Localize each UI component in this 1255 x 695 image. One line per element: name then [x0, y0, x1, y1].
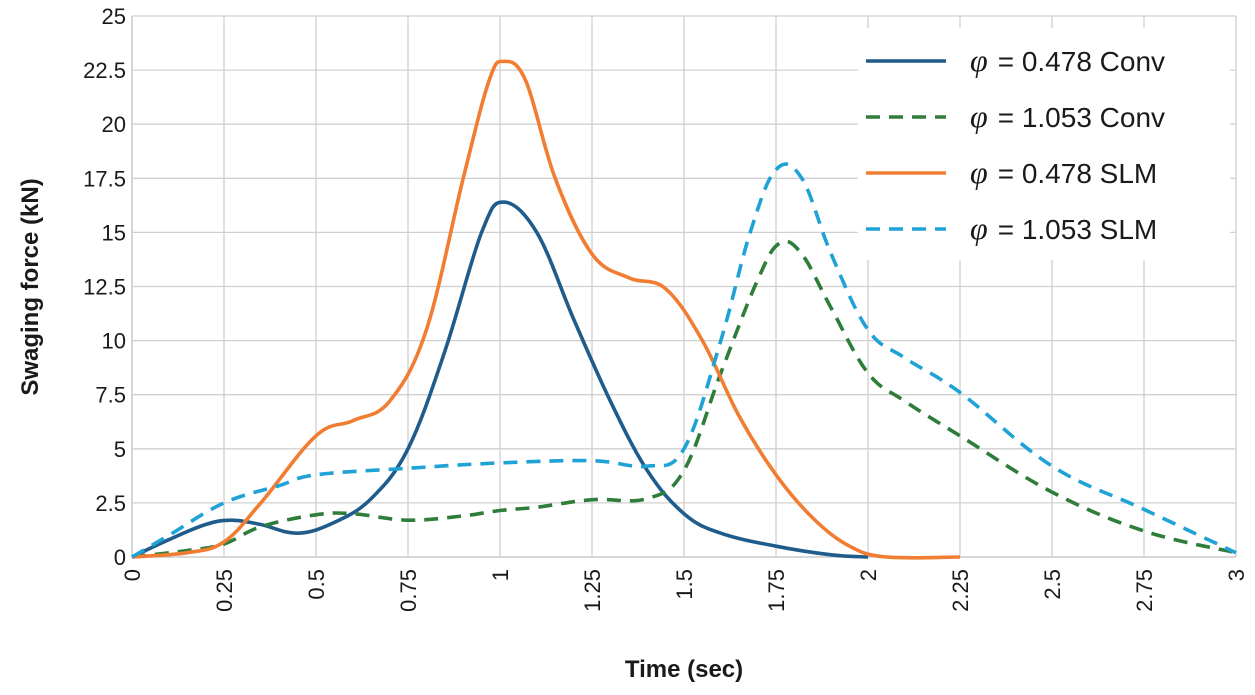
x-tick-label: 1.25 — [580, 569, 605, 612]
x-tick-label: 0.25 — [212, 569, 237, 612]
y-tick-label: 22.5 — [83, 58, 126, 83]
y-axis-title: Swaging force (kN) — [17, 178, 44, 395]
x-tick-label: 2.25 — [948, 569, 973, 612]
legend-label-3: φ = 0.478 SLM — [970, 154, 1157, 190]
legend-background — [858, 28, 1230, 260]
y-tick-label: 25 — [102, 4, 126, 29]
x-tick-label: 2.5 — [1040, 569, 1065, 600]
legend: φ = 0.478 Conv φ = 1.053 Conv φ = 0.478 SLM φ =… — [858, 28, 1230, 260]
legend-symbol: φ — [970, 210, 988, 246]
y-tick-label: 10 — [102, 329, 126, 354]
x-tick-label: 0 — [120, 569, 145, 581]
y-tick-label: 17.5 — [83, 166, 126, 191]
y-tick-label: 12.5 — [83, 275, 126, 300]
series-line-4 — [131, 162, 1237, 559]
legend-label-2: φ = 1.053 Conv — [970, 98, 1165, 134]
x-tick-label: 2.75 — [1132, 569, 1157, 612]
series-line-2 — [131, 239, 1237, 559]
y-tick-label: 7.5 — [95, 383, 126, 408]
x-axis-title: Time (sec) — [625, 656, 743, 683]
y-tick-label: 15 — [102, 220, 126, 245]
y-tick-label: 20 — [102, 112, 126, 137]
data-series — [131, 59, 1237, 560]
legend-text: = 1.053 SLM — [998, 214, 1158, 245]
x-tick-label: 0.75 — [396, 569, 421, 612]
x-tick-label: 0.5 — [304, 569, 329, 600]
x-tick-label: 2 — [856, 569, 881, 581]
legend-text: = 0.478 Conv — [998, 46, 1165, 77]
series-line-3 — [131, 59, 961, 560]
x-tick-label: 3 — [1224, 569, 1249, 581]
x-tick-label: 1.5 — [672, 569, 697, 600]
legend-text: = 0.478 SLM — [998, 158, 1158, 189]
legend-symbol: φ — [970, 42, 988, 78]
legend-symbol: φ — [970, 154, 988, 190]
legend-text: = 1.053 Conv — [998, 102, 1165, 133]
tick-labels: 0 0.25 0.5 0.75 1 1.25 1.5 1.75 2 2.25 2.5 2.75 3 0 2.… — [83, 4, 1249, 612]
y-tick-label: 2.5 — [95, 491, 126, 516]
legend-symbol: φ — [970, 98, 988, 134]
legend-label-1: φ = 0.478 Conv — [970, 42, 1165, 78]
y-tick-label: 5 — [114, 437, 126, 462]
x-tick-label: 1.75 — [764, 569, 789, 612]
legend-label-4: φ = 1.053 SLM — [970, 210, 1157, 246]
x-tick-label: 1 — [488, 569, 513, 581]
y-tick-label: 0 — [114, 545, 126, 570]
